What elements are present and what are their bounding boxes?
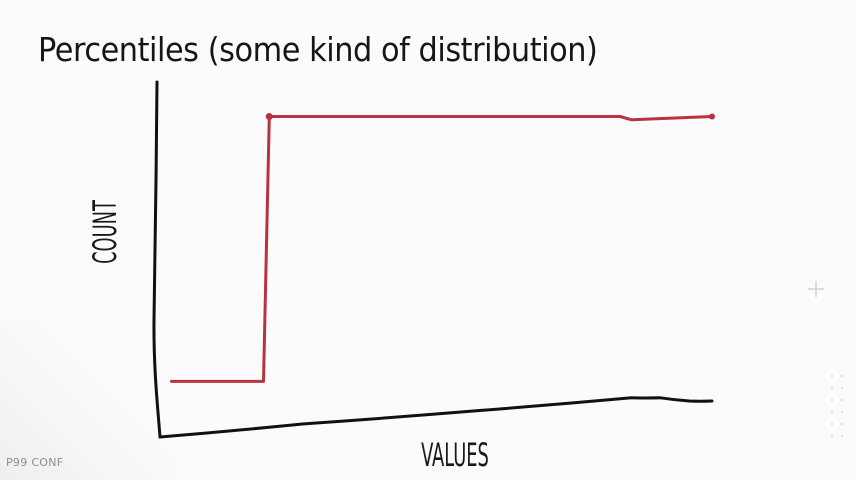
x-axis-label: VALUES [421,437,489,474]
series-corner-dot [265,113,273,121]
x-axis-line [158,396,714,439]
slide-title: Percentiles (some kind of distribution) [38,30,598,69]
dot-grid-dot [831,435,833,437]
y-axis-label: COUNT [87,200,124,264]
corner-shading [0,320,180,480]
series-end-dot [709,113,715,120]
dot-grid-icon [831,375,843,437]
dot-grid-dot [831,423,833,425]
dot-grid-dot [841,411,843,413]
plus-icon [808,281,824,297]
dot-grid-dot [841,423,843,425]
dot-grid-dot [831,375,833,377]
dot-grid-dot [831,399,833,401]
dot-grid-dot [841,387,843,389]
dot-grid-dot [831,387,833,389]
dot-grid-dot [831,411,833,413]
y-axis-line [152,80,162,439]
brand-label: P99 CONF [6,456,64,469]
series-line-percentile [170,115,714,383]
dot-grid-dot [841,399,843,401]
dot-grid-dot [841,435,843,437]
dot-grid-dot [841,375,843,377]
